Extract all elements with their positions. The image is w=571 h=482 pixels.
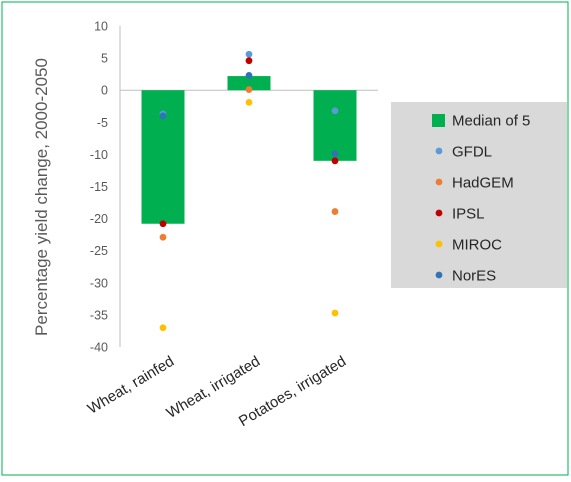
bar-median-0 — [141, 90, 185, 224]
y-tick-label: -15 — [90, 180, 108, 194]
point-ipsl-1 — [245, 57, 253, 65]
y-tick-label: 0 — [101, 84, 108, 98]
legend-swatch-gfdl — [435, 147, 443, 155]
legend: Median of 5 GFDL HadGEM IPSL MIROC NorES — [391, 102, 567, 288]
legend-label-ipsl: IPSL — [452, 206, 485, 223]
point-gfdl-1 — [245, 50, 253, 58]
point-nores-0 — [159, 112, 167, 120]
points-layer — [159, 50, 339, 332]
legend-label-nores: NorES — [452, 268, 496, 285]
y-tick-label: -25 — [90, 244, 108, 258]
point-nores-1 — [245, 72, 253, 79]
legend-label-miroc: MIROC — [452, 237, 502, 254]
y-tick-label: -20 — [90, 212, 108, 226]
y-tick-label: 10 — [94, 20, 108, 34]
legend-label-gfdl: GFDL — [452, 144, 492, 161]
point-hadgem-2 — [331, 208, 339, 215]
point-miroc-0 — [159, 324, 167, 332]
point-miroc-2 — [331, 309, 339, 317]
legend-label-hadgem: HadGEM — [452, 175, 514, 192]
legend-swatch-miroc — [435, 240, 443, 248]
y-tick-label: -10 — [90, 148, 108, 162]
legend-background — [391, 102, 567, 288]
legend-swatch-nores — [435, 271, 443, 279]
legend-swatch-hadgem — [435, 178, 443, 186]
legend-swatch-median — [432, 114, 445, 127]
y-tick-label: 5 — [101, 52, 108, 66]
point-gfdl-2 — [331, 107, 339, 115]
bar-median-1 — [227, 76, 271, 91]
y-tick-label: -35 — [90, 308, 108, 322]
bar-median-2 — [313, 90, 357, 161]
y-tick-label: -30 — [90, 276, 108, 290]
y-axis-label-group: Percentage yield change, 2000-2050 — [32, 58, 51, 336]
y-axis-label: Percentage yield change, 2000-2050 — [32, 58, 51, 336]
point-hadgem-1 — [245, 86, 253, 93]
legend-label-median: Median of 5 — [452, 113, 530, 130]
legend-swatch-ipsl — [435, 209, 443, 217]
point-hadgem-0 — [159, 233, 167, 241]
point-nores-2 — [331, 150, 339, 158]
y-tick-labels: 10 5 0 -5 -10 -15 -20 -25 -30 -35 -40 — [90, 20, 108, 355]
point-miroc-1 — [245, 98, 253, 106]
y-tick-label: -40 — [90, 341, 108, 355]
point-ipsl-2 — [331, 157, 339, 165]
point-ipsl-0 — [159, 220, 167, 228]
y-tick-label: -5 — [97, 116, 108, 130]
